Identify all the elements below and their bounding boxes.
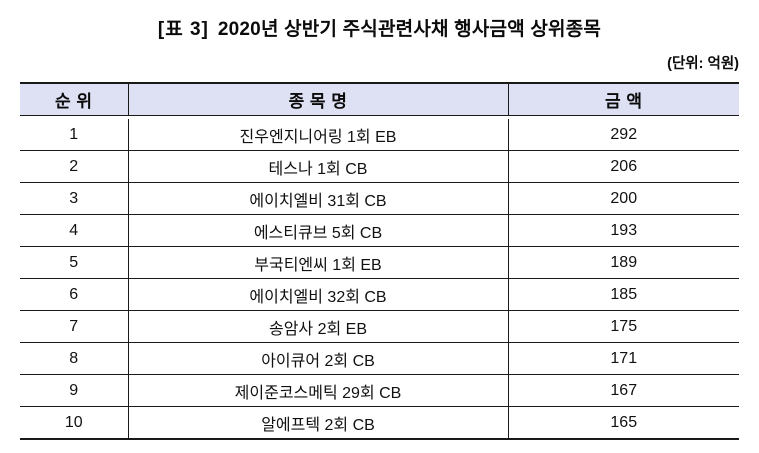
cell-rank: 4 [20,214,129,247]
cell-rank: 3 [20,182,129,215]
cell-amount: 167 [508,374,739,407]
cell-rank: 2 [20,150,129,183]
table-row: 7 송암사 2회 EB 175 [20,310,739,343]
cell-rank: 8 [20,342,129,375]
cell-issue-name: 에스티큐브 5회 CB [128,214,509,247]
cell-rank: 7 [20,310,129,343]
table-row: 1 진우엔지니어링 1회 EB 292 [20,119,739,151]
table-row: 5 부국티엔씨 1회 EB 189 [20,246,739,279]
header-row: 순 위 종 목 명 금 액 [20,82,739,116]
unit-note-row: (단위: 억원) [0,52,739,73]
cell-issue-name: 부국티엔씨 1회 EB [128,246,509,279]
cell-issue-name: 송암사 2회 EB [128,310,509,343]
cell-rank: 10 [20,406,129,440]
cell-issue-name: 아이큐어 2회 CB [128,342,509,375]
header-double-rule [20,115,739,119]
header-double-rule-cell [20,115,739,119]
cell-rank: 9 [20,374,129,407]
cell-issue-name: 테스나 1회 CB [128,150,509,183]
cell-issue-name: 에이치엘비 32회 CB [128,278,509,311]
cell-amount: 171 [508,342,739,375]
cell-amount: 292 [508,119,739,151]
page-title: [표 3] 2020년 상반기 주식관련사채 행사금액 상위종목 [0,14,759,41]
cell-amount: 193 [508,214,739,247]
cell-amount: 175 [508,310,739,343]
cell-rank: 1 [20,119,129,151]
cell-amount: 165 [508,406,739,440]
cell-amount: 185 [508,278,739,311]
table-row: 6 에이치엘비 32회 CB 185 [20,278,739,311]
cell-issue-name: 진우엔지니어링 1회 EB [128,119,509,151]
unit-note: (단위: 억원) [667,56,739,72]
table-row: 3 에이치엘비 31회 CB 200 [20,182,739,215]
ranking-table-wrapper: 순 위 종 목 명 금 액 1 진우엔지니어링 1회 EB 292 2 테스나 1회 C… [20,82,739,440]
table-header: 순 위 종 목 명 금 액 [20,82,739,119]
ranking-table: 순 위 종 목 명 금 액 1 진우엔지니어링 1회 EB 292 2 테스나 1회 C… [20,82,739,440]
table-row: 8 아이큐어 2회 CB 171 [20,342,739,375]
table-number-tag: [표 3] [157,19,209,40]
table-row: 9 제이준코스메틱 29회 CB 167 [20,374,739,407]
table-row: 10 알에프텍 2회 CB 165 [20,406,739,440]
cell-issue-name: 제이준코스메틱 29회 CB [128,374,509,407]
cell-rank: 5 [20,246,129,279]
cell-issue-name: 에이치엘비 31회 CB [128,182,509,215]
cell-amount: 200 [508,182,739,215]
column-header-rank: 순 위 [20,82,129,116]
column-header-name: 종 목 명 [128,82,509,116]
cell-amount: 206 [508,150,739,183]
cell-rank: 6 [20,278,129,311]
cell-amount: 189 [508,246,739,279]
title-main-text: 2020년 상반기 주식관련사채 행사금액 상위종목 [217,19,602,40]
table-body: 1 진우엔지니어링 1회 EB 292 2 테스나 1회 CB 206 3 에이치엘비 31회… [20,119,739,440]
table-row: 4 에스티큐브 5회 CB 193 [20,214,739,247]
column-header-amount: 금 액 [508,82,739,116]
cell-issue-name: 알에프텍 2회 CB [128,406,509,440]
title-line: [표 3] 2020년 상반기 주식관련사채 행사금액 상위종목 [158,14,601,41]
table-row: 2 테스나 1회 CB 206 [20,150,739,183]
